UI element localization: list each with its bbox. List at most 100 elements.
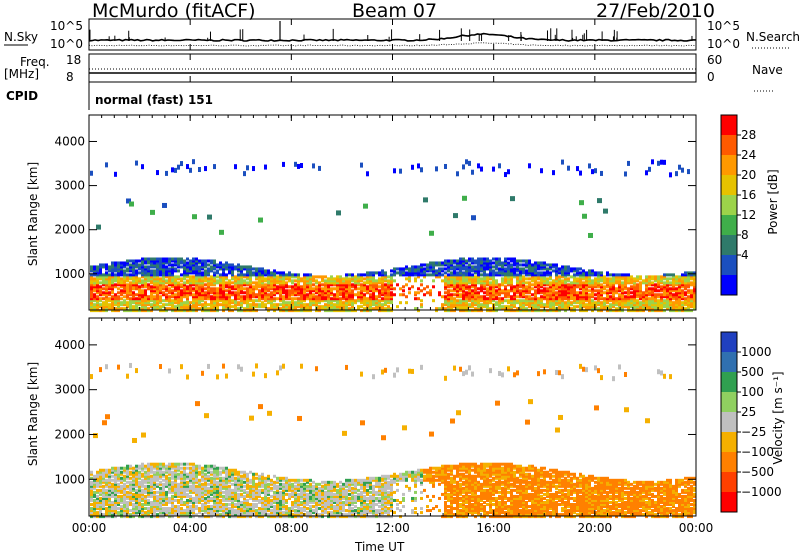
heatmap-cell bbox=[237, 269, 240, 273]
heatmap-cell bbox=[501, 261, 504, 265]
heatmap-cell bbox=[222, 305, 225, 309]
heatmap-cell bbox=[666, 301, 669, 305]
heatmap-cell bbox=[540, 291, 543, 295]
heatmap-cell bbox=[150, 269, 153, 273]
heatmap-cell bbox=[141, 466, 144, 470]
heatmap-cell bbox=[171, 496, 174, 500]
heatmap-cell bbox=[456, 287, 459, 291]
heatmap-cell bbox=[552, 299, 555, 303]
heatmap-cell bbox=[219, 492, 222, 496]
heatmap-cell bbox=[249, 275, 252, 279]
heatmap-cell bbox=[99, 299, 102, 303]
heatmap-cell bbox=[105, 488, 108, 492]
heatmap-cell bbox=[249, 295, 252, 299]
heatmap-cell bbox=[471, 283, 474, 287]
station-title: McMurdo (fitACF) bbox=[92, 0, 256, 22]
heatmap-cell bbox=[249, 307, 252, 311]
heatmap-cell bbox=[189, 496, 192, 500]
heatmap-cell bbox=[459, 275, 462, 279]
heatmap-cell bbox=[138, 515, 141, 519]
heatmap-cell bbox=[465, 309, 468, 313]
heatmap-cell bbox=[573, 295, 576, 299]
heatmap-cell bbox=[213, 492, 216, 496]
heatmap-cell bbox=[90, 513, 93, 517]
heatmap-cell bbox=[660, 281, 663, 285]
heatmap-cell bbox=[573, 289, 576, 293]
heatmap-cell bbox=[258, 299, 261, 303]
heatmap-cell bbox=[96, 500, 99, 504]
heatmap-cell bbox=[552, 279, 555, 283]
heatmap-cell bbox=[189, 505, 192, 509]
heatmap-cell bbox=[135, 490, 138, 494]
heatmap-cell bbox=[219, 480, 222, 484]
heatmap-cell bbox=[255, 303, 258, 307]
heatmap-cell bbox=[579, 283, 582, 287]
heatmap-cell bbox=[225, 472, 228, 476]
heatmap-cell bbox=[192, 500, 195, 504]
heatmap-cell bbox=[237, 496, 240, 500]
heatmap-cell bbox=[231, 498, 234, 502]
heatmap-cell bbox=[192, 263, 195, 267]
heatmap-cell bbox=[186, 275, 189, 279]
heatmap-cell bbox=[249, 299, 252, 303]
heatmap-cell bbox=[195, 263, 198, 267]
heatmap-cell bbox=[432, 261, 435, 265]
heatmap-cell bbox=[627, 305, 630, 309]
heatmap-cell bbox=[456, 271, 459, 275]
heatmap-cell bbox=[165, 490, 168, 494]
heatmap-cell bbox=[450, 259, 453, 263]
heatmap-cell bbox=[387, 305, 390, 309]
heatmap-cell bbox=[183, 462, 186, 466]
heatmap-cell bbox=[423, 197, 428, 203]
heatmap-cell bbox=[222, 490, 225, 494]
heatmap-cell bbox=[135, 480, 138, 484]
heatmap-cell bbox=[114, 476, 117, 480]
heatmap-cell bbox=[441, 279, 444, 283]
heatmap-cell bbox=[648, 291, 651, 295]
heatmap-cell bbox=[489, 267, 492, 271]
heatmap-cell bbox=[486, 299, 489, 303]
heatmap-cell bbox=[456, 303, 459, 307]
heatmap-cell bbox=[483, 287, 486, 291]
heatmap-cell bbox=[102, 490, 105, 494]
heatmap-cell bbox=[240, 275, 243, 279]
heatmap-cell bbox=[534, 305, 537, 309]
heatmap-cell bbox=[207, 297, 210, 301]
heatmap-cell bbox=[366, 275, 369, 279]
heatmap-cell bbox=[399, 271, 402, 275]
heatmap-cell bbox=[90, 484, 93, 488]
heatmap-cell bbox=[285, 297, 288, 301]
heatmap-cell bbox=[234, 482, 237, 486]
heatmap-cell bbox=[96, 498, 99, 502]
heatmap-cell bbox=[222, 470, 225, 474]
heatmap-cell bbox=[189, 275, 192, 279]
heatmap-cell bbox=[210, 470, 213, 474]
heatmap-cell bbox=[198, 496, 201, 500]
heatmap-cell bbox=[462, 309, 465, 313]
heatmap-cell bbox=[504, 305, 507, 309]
heatmap-cell bbox=[591, 289, 594, 293]
heatmap-cell bbox=[183, 291, 186, 295]
heatmap-cell bbox=[309, 303, 312, 307]
heatmap-cell bbox=[618, 289, 621, 293]
heatmap-cell bbox=[231, 474, 234, 478]
heatmap-cell bbox=[447, 267, 450, 271]
heatmap-cell bbox=[198, 488, 201, 492]
heatmap-cell bbox=[363, 289, 366, 293]
heatmap-cell bbox=[96, 482, 99, 486]
heatmap-cell bbox=[138, 496, 141, 500]
heatmap-cell bbox=[222, 291, 225, 295]
heatmap-cell bbox=[198, 480, 201, 484]
heatmap-cell bbox=[633, 303, 636, 307]
heatmap-cell bbox=[147, 486, 150, 490]
heatmap-cell bbox=[672, 301, 675, 305]
heatmap-cell bbox=[612, 287, 615, 291]
heatmap-cell bbox=[150, 500, 153, 504]
heatmap-cell bbox=[174, 283, 177, 287]
heatmap-cell bbox=[378, 273, 381, 277]
heatmap-cell bbox=[207, 515, 210, 519]
heatmap-cell bbox=[108, 267, 111, 271]
heatmap-cell bbox=[132, 273, 135, 277]
heatmap-cell bbox=[366, 287, 369, 291]
heatmap-cell bbox=[201, 275, 204, 279]
